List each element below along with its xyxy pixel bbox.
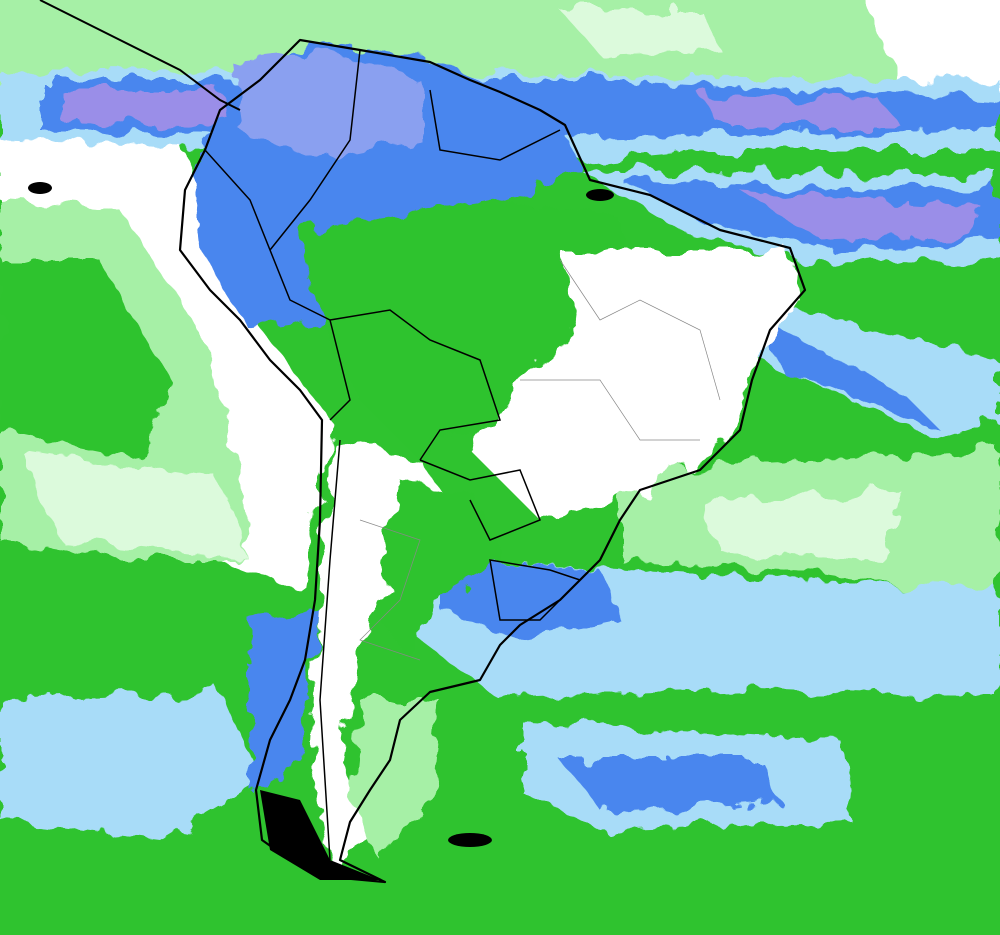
islands (28, 182, 614, 880)
border (329, 309, 501, 461)
field-blue (760, 320, 940, 430)
field-white (867, 0, 1000, 99)
field-purple (700, 95, 900, 125)
state-border (520, 379, 700, 441)
field-green (380, 480, 500, 660)
tierra-del-fuego (260, 790, 380, 880)
border (269, 49, 361, 251)
field-blue (440, 560, 620, 640)
falklands (448, 833, 492, 847)
field-green (0, 260, 170, 460)
field-blue (560, 760, 780, 810)
field-pale (560, 10, 720, 55)
coastline (178, 38, 807, 884)
state-borders (359, 259, 721, 661)
central-america (39, 0, 241, 111)
border (419, 459, 541, 541)
field-light-green (350, 700, 440, 860)
marajo (586, 189, 614, 201)
border (429, 89, 561, 161)
field-purple (230, 50, 420, 160)
field-light-blue (0, 690, 260, 840)
galapagos (28, 182, 52, 194)
precip-fields (0, 0, 1000, 870)
field-pale (20, 450, 250, 560)
field-green (300, 200, 640, 460)
country-borders (204, 49, 582, 861)
border (489, 559, 582, 621)
field-white (470, 250, 800, 520)
border (204, 149, 351, 421)
field-light-blue (760, 300, 1000, 440)
state-border (559, 259, 721, 401)
field-pale (700, 490, 900, 560)
border (319, 439, 341, 861)
field-purple (60, 90, 230, 125)
state-border (359, 519, 421, 661)
field-purple (740, 190, 980, 240)
